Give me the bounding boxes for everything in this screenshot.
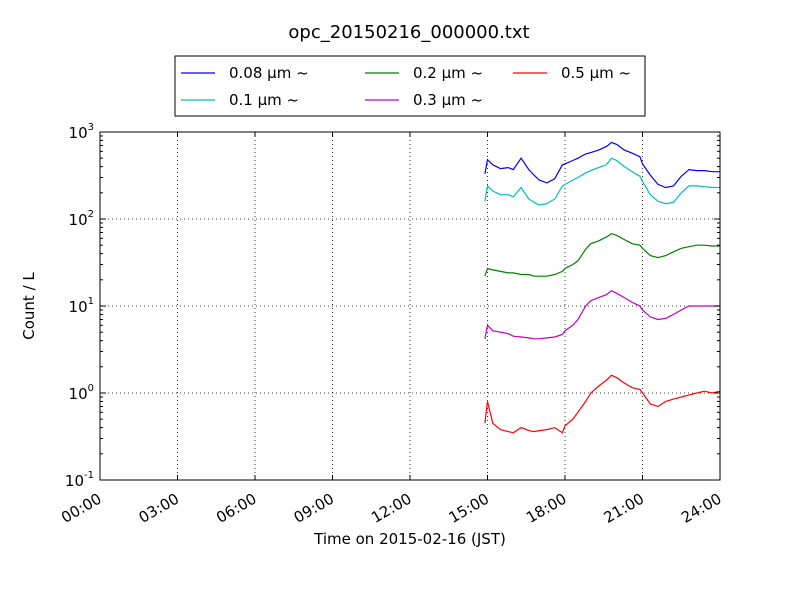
y-tick-label: 103: [69, 122, 94, 142]
legend-label: 0.2 μm ~: [413, 64, 483, 82]
legend-label: 0.1 μm ~: [229, 91, 299, 109]
x-tick-label: 06:00: [213, 490, 259, 527]
x-tick-label: 21:00: [601, 490, 647, 527]
chart-title: opc_20150216_000000.txt: [288, 22, 529, 43]
x-axis: 00:00 03:00 06:00 09:00 12:00 15:00 18:00 21:00…: [58, 132, 725, 527]
x-tick-label: 03:00: [136, 490, 182, 527]
series-group: [484, 141, 721, 434]
x-tick-label: 24:00: [678, 490, 724, 527]
x-axis-label: Time on 2015-02-16 (JST): [313, 530, 506, 548]
series-line: [484, 141, 720, 189]
series-line: [484, 157, 720, 206]
x-tick-label: 09:00: [291, 490, 337, 527]
x-tick-label: 12:00: [368, 490, 414, 527]
grid: [100, 132, 720, 480]
y-tick-label: 100: [69, 383, 94, 403]
x-tick-label: 00:00: [58, 490, 104, 527]
y-axis-label: Count / L: [20, 272, 38, 340]
series-line: [484, 232, 720, 277]
y-tick-label: 102: [69, 209, 94, 229]
y-tick-label: 10-1: [65, 470, 94, 490]
x-tick-label: 18:00: [523, 490, 569, 527]
series-line: [484, 289, 720, 340]
y-tick-label: 101: [69, 296, 94, 316]
series-line: [484, 374, 721, 434]
legend-label: 0.5 μm ~: [561, 64, 631, 82]
legend-label: 0.08 μm ~: [229, 64, 309, 82]
legend-label: 0.3 μm ~: [413, 91, 483, 109]
x-tick-label: 15:00: [446, 490, 492, 527]
legend-frame: [174, 55, 646, 117]
legend: 0.08 μm ~ 0.1 μm ~ 0.2 μm ~ 0.3 μm ~ 0.5 μm …: [174, 55, 646, 117]
